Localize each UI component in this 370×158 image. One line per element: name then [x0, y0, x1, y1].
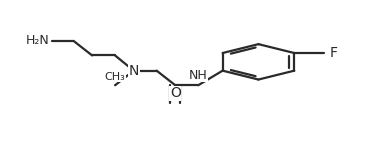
- Text: NH: NH: [189, 69, 208, 82]
- Text: O: O: [170, 86, 181, 100]
- Text: N: N: [128, 64, 139, 78]
- Text: H₂N: H₂N: [26, 34, 49, 47]
- Text: CH₃: CH₃: [105, 72, 125, 82]
- Text: F: F: [330, 46, 337, 60]
